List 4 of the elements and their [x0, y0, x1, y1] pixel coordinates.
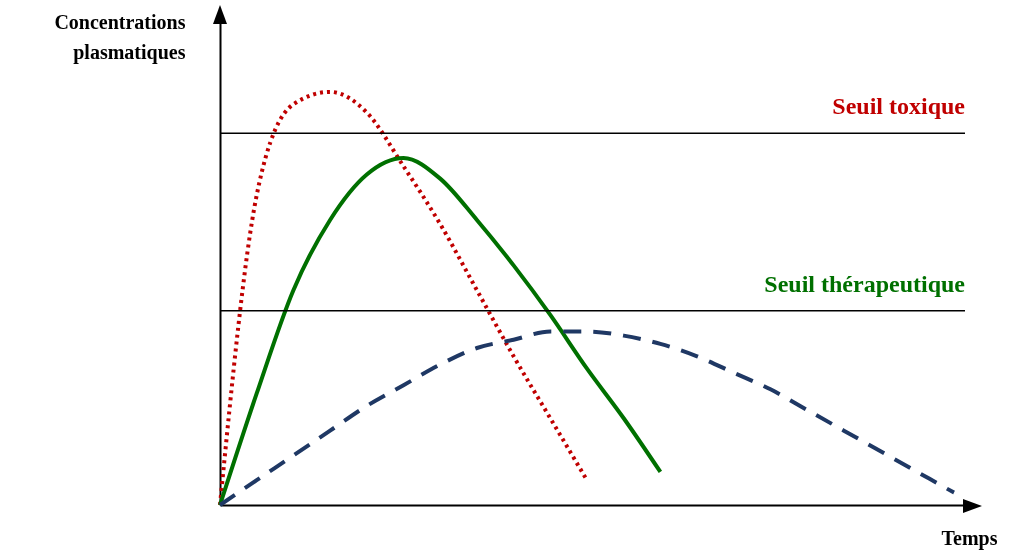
ref-line-label: Seuil thérapeutique — [764, 270, 966, 297]
ref-line-label: Seuil toxique — [832, 93, 966, 120]
x-axis-title: Temps — [941, 526, 998, 550]
y-axis-title: Concentrations plasmatiques — [54, 10, 186, 64]
